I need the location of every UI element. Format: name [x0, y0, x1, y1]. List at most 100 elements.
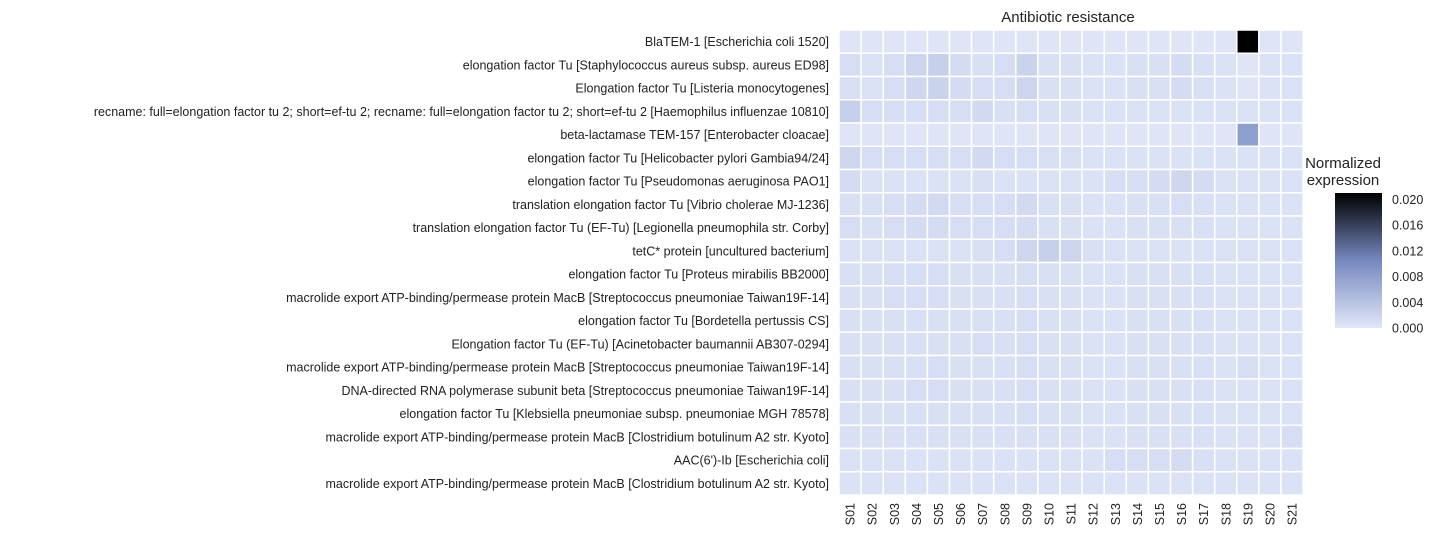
row-label-11: elongation factor Tu [Proteus mirabilis …: [568, 268, 829, 282]
heatmap-cell-r2-S14: [1125, 52, 1150, 78]
heatmap-cell-r5-S09: [1015, 122, 1039, 147]
heatmap-cell-r16-S14: [1125, 378, 1150, 403]
heatmap-cell-r3-S18: [1213, 75, 1238, 101]
heatmap-cell-r12-S06: [948, 285, 973, 310]
heatmap-cell-r17-S15: [1147, 401, 1172, 426]
heatmap-cell-r13-S11: [1059, 308, 1083, 333]
heatmap-cell-r18-S09: [1015, 424, 1039, 450]
heatmap-cell-r5-S04: [904, 122, 929, 147]
heatmap-cell-r10-S06: [948, 238, 973, 264]
row-label-12: macrolide export ATP-binding/permease pr…: [286, 291, 829, 305]
heatmap-cell-r5-S13: [1103, 122, 1128, 147]
heatmap-cell-r14-S20: [1258, 331, 1282, 357]
heatmap-cell-r18-S08: [992, 424, 1017, 450]
heatmap-cell-r7-S16: [1169, 168, 1194, 194]
heatmap-cell-r7-S05: [926, 168, 951, 194]
heatmap-cell-r1-S10: [1037, 29, 1061, 54]
heatmap-cell-r18-S15: [1147, 424, 1172, 450]
heatmap-cell-r20-S13: [1103, 471, 1128, 496]
heatmap-cell-r6-S08: [992, 145, 1017, 171]
heatmap-cell-r18-S16: [1169, 424, 1194, 450]
heatmap-cell-r16-S19: [1236, 378, 1260, 403]
heatmap-cell-r2-S06: [948, 52, 973, 78]
heatmap-cell-r6-S15: [1147, 145, 1172, 171]
heatmap-cell-r14-S02: [860, 331, 884, 357]
heatmap-cell-r20-S08: [992, 471, 1017, 496]
heatmap-cell-r2-S03: [882, 52, 907, 78]
heatmap-cell-r11-S21: [1280, 261, 1304, 287]
row-label-9: translation elongation factor Tu (EF-Tu)…: [413, 221, 829, 235]
heatmap-cell-r18-S02: [860, 424, 884, 450]
heatmap-cell-r16-S01: [838, 378, 862, 403]
heatmap-cell-r12-S16: [1169, 285, 1194, 310]
heatmap-cell-r8-S20: [1258, 192, 1282, 217]
colorbar: 0.000 0.004 0.008 0.012 0.016 0.020 Normalized…: [1305, 155, 1423, 336]
heatmap-cell-r10-S07: [970, 238, 995, 264]
heatmap-cell-r1-S05: [926, 29, 951, 54]
heatmap-cell-r3-S03: [882, 75, 907, 101]
heatmap-cell-r18-S06: [948, 424, 973, 450]
heatmap-cell-r13-S08: [992, 308, 1017, 333]
heatmap-cell-r10-S05: [926, 238, 951, 264]
heatmap-cell-r1-S03: [882, 29, 907, 54]
heatmap-cell-r10-S01: [838, 238, 862, 264]
heatmap-cell-r3-S07: [970, 75, 995, 101]
heatmap-cell-r7-S09: [1015, 168, 1039, 194]
row-label-14: Elongation factor Tu (EF-Tu) [Acinetobac…: [451, 337, 829, 351]
heatmap-cell-r16-S03: [882, 378, 907, 403]
heatmap-cell-r19-S08: [992, 447, 1017, 473]
heatmap-cell-r19-S05: [926, 447, 951, 473]
heatmap-cell-r4-S11: [1059, 99, 1083, 124]
heatmap-cell-r8-S10: [1037, 192, 1061, 217]
heatmap-cell-r19-S11: [1059, 447, 1083, 473]
heatmap-cell-r8-S01: [838, 192, 862, 217]
heatmap-cell-r2-S08: [992, 52, 1017, 78]
heatmap-cell-r18-S18: [1213, 424, 1238, 450]
heatmap-cell-r12-S07: [970, 285, 995, 310]
heatmap-cell-r15-S21: [1280, 354, 1304, 380]
heatmap-cell-r3-S14: [1125, 75, 1150, 101]
heatmap-cell-r3-S16: [1169, 75, 1194, 101]
heatmap-cell-r19-S10: [1037, 447, 1061, 473]
heatmap-cell-r4-S19: [1236, 99, 1260, 124]
heatmap-cell-r20-S15: [1147, 471, 1172, 496]
heatmap-cell-r11-S07: [970, 261, 995, 287]
heatmap-cell-r11-S12: [1081, 261, 1105, 287]
heatmap-cell-r12-S20: [1258, 285, 1282, 310]
heatmap-cell-r16-S09: [1015, 378, 1039, 403]
heatmap-cell-r15-S08: [992, 354, 1017, 380]
heatmap-cell-r12-S04: [904, 285, 929, 310]
colorbar-tick-label: 0.004: [1392, 296, 1423, 310]
heatmap-cell-r12-S12: [1081, 285, 1105, 310]
heatmap-cell-r18-S03: [882, 424, 907, 450]
heatmap-cell-r11-S11: [1059, 261, 1083, 287]
heatmap-cell-r20-S06: [948, 471, 973, 496]
heatmap-cell-r20-S12: [1081, 471, 1105, 496]
column-label-S06: S06: [954, 503, 968, 525]
heatmap-cell-r1-S20: [1258, 29, 1282, 54]
heatmap-cell-r12-S05: [926, 285, 951, 310]
heatmap-cell-r11-S18: [1213, 261, 1238, 287]
heatmap-cell-r16-S17: [1191, 378, 1216, 403]
heatmap-cell-r20-S05: [926, 471, 951, 496]
heatmap-cell-r6-S04: [904, 145, 929, 171]
heatmap-cell-r17-S21: [1280, 401, 1304, 426]
heatmap-cell-r10-S17: [1191, 238, 1216, 264]
heatmap-cell-r13-S17: [1191, 308, 1216, 333]
heatmap-cell-r6-S17: [1191, 145, 1216, 171]
heatmap-cell-r10-S21: [1280, 238, 1304, 264]
heatmap-cell-r11-S14: [1125, 261, 1150, 287]
heatmap-cell-r5-S20: [1258, 122, 1282, 147]
heatmap-cell-r18-S10: [1037, 424, 1061, 450]
heatmap-cell-r20-S09: [1015, 471, 1039, 496]
heatmap-cell-r8-S21: [1280, 192, 1304, 217]
heatmap-cell-r12-S03: [882, 285, 907, 310]
heatmap-cell-r17-S03: [882, 401, 907, 426]
row-labels: BlaTEM-1 [Escherichia coli 1520] elongati…: [94, 35, 829, 491]
heatmap-cell-r11-S02: [860, 261, 884, 287]
heatmap-cell-r13-S01: [838, 308, 862, 333]
heatmap-cell-r1-S19: [1236, 29, 1260, 54]
heatmap-cell-r18-S05: [926, 424, 951, 450]
heatmap-cell-r13-S19: [1236, 308, 1260, 333]
